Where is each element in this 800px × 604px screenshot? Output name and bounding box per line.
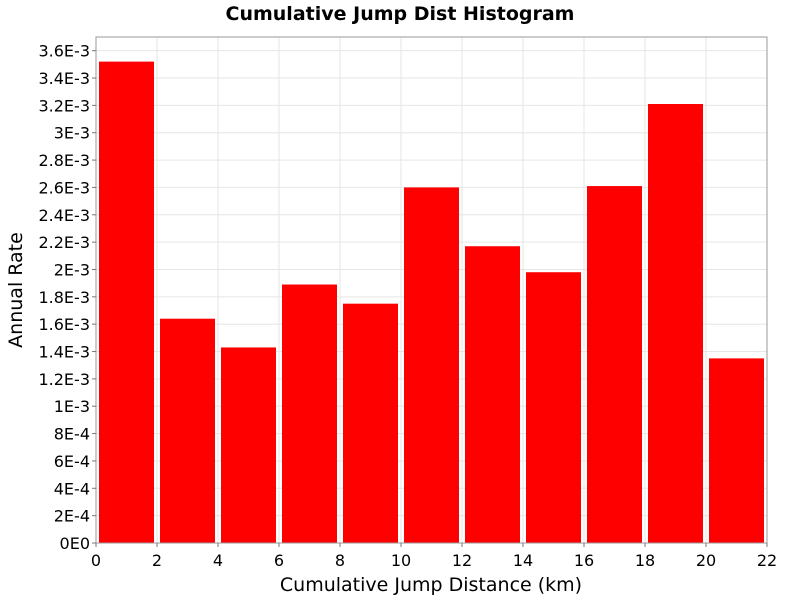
x-tick-label: 18 <box>635 551 655 570</box>
histogram-bar <box>343 303 398 543</box>
x-tick-label: 16 <box>574 551 594 570</box>
y-tick-label: 1.4E-3 <box>38 343 90 362</box>
y-tick-label: 2.2E-3 <box>38 233 90 252</box>
histogram-bar <box>99 61 154 544</box>
y-tick-label: 2E-3 <box>54 260 90 279</box>
x-tick-label: 20 <box>696 551 716 570</box>
y-tick-label: 0E0 <box>60 534 90 553</box>
y-tick-label: 4E-4 <box>54 479 90 498</box>
y-tick-label: 6E-4 <box>54 452 90 471</box>
y-tick-label: 3.6E-3 <box>38 42 90 61</box>
x-tick-label: 2 <box>152 551 162 570</box>
x-tick-label: 14 <box>513 551 533 570</box>
histogram-bar <box>709 358 764 543</box>
chart-title: Cumulative Jump Dist Histogram <box>226 3 575 25</box>
plot-area-border <box>95 36 768 544</box>
y-tick-label: 1E-3 <box>54 397 90 416</box>
x-tick-label: 22 <box>757 551 777 570</box>
y-tick-label: 1.6E-3 <box>38 315 90 334</box>
x-tick-label: 8 <box>335 551 345 570</box>
y-axis: 0E0 2E-4 4E-4 6E-4 8E-4 1E-3 1.2E-3 1.4E-3 1.6E-… <box>38 42 96 553</box>
y-tick-label: 1.2E-3 <box>38 370 90 389</box>
y-tick-label: 1.8E-3 <box>38 288 90 307</box>
histogram-bar <box>160 318 215 543</box>
histogram-bar <box>587 186 642 543</box>
x-tick-label: 10 <box>391 551 411 570</box>
y-tick-label: 3.4E-3 <box>38 69 90 88</box>
x-tick-label: 4 <box>213 551 223 570</box>
y-tick-label: 2.6E-3 <box>38 178 90 197</box>
y-tick-label: 3E-3 <box>54 124 90 143</box>
y-tick-label: 3.2E-3 <box>38 96 90 115</box>
x-axis-label: Cumulative Jump Distance (km) <box>280 574 582 596</box>
histogram-bar <box>221 347 276 543</box>
y-tick-label: 2.8E-3 <box>38 151 90 170</box>
y-tick-label: 2E-4 <box>54 507 90 526</box>
histogram-bar <box>282 284 337 543</box>
y-tick-label: 2.4E-3 <box>38 206 90 225</box>
x-tick-label: 12 <box>452 551 472 570</box>
histogram-bar <box>648 104 703 544</box>
x-axis: 0 2 4 6 8 10 12 14 16 18 20 22 <box>91 543 777 570</box>
y-axis-label: Annual Rate <box>5 232 27 348</box>
x-tick-label: 6 <box>274 551 284 570</box>
histogram-bar <box>404 187 459 543</box>
histogram-bar <box>526 272 581 543</box>
histogram-bar <box>465 246 520 543</box>
y-tick-label: 8E-4 <box>54 425 90 444</box>
x-tick-label: 0 <box>91 551 101 570</box>
histogram-bars <box>99 61 764 544</box>
